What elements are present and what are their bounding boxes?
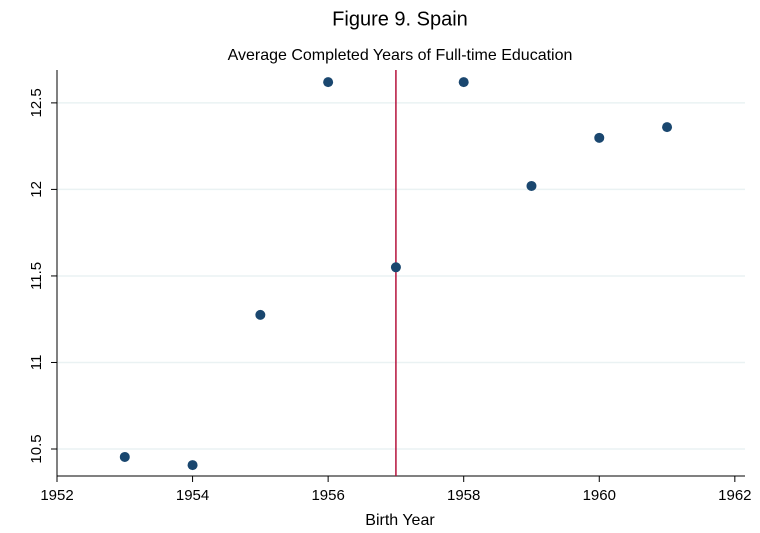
y-tick-label: 12.5 (28, 88, 45, 117)
y-tick-label: 10.5 (28, 434, 45, 463)
point (390, 262, 401, 273)
y-tick-label: 11.5 (28, 262, 45, 290)
x-tick-label: 1954 (176, 487, 209, 504)
x-tick-label: 1956 (311, 487, 344, 504)
point (526, 180, 537, 191)
x-tick-label: 1958 (447, 487, 480, 504)
x-tick-label: 1962 (718, 487, 751, 504)
point (323, 77, 334, 88)
chart-subtitle: Average Completed Years of Full-time Edu… (228, 47, 573, 64)
x-tick-label: 1952 (40, 487, 73, 504)
point (187, 460, 198, 471)
chart-title: Figure 9. Spain (332, 8, 468, 30)
y-tick-label: 11 (28, 355, 45, 371)
point (594, 132, 605, 143)
point (662, 122, 673, 133)
y-tick-label: 12 (28, 181, 45, 198)
x-tick-label: 1960 (583, 487, 616, 504)
point (255, 309, 266, 320)
x-axis-label: Birth Year (365, 512, 435, 529)
point (119, 451, 130, 462)
point (458, 77, 469, 88)
